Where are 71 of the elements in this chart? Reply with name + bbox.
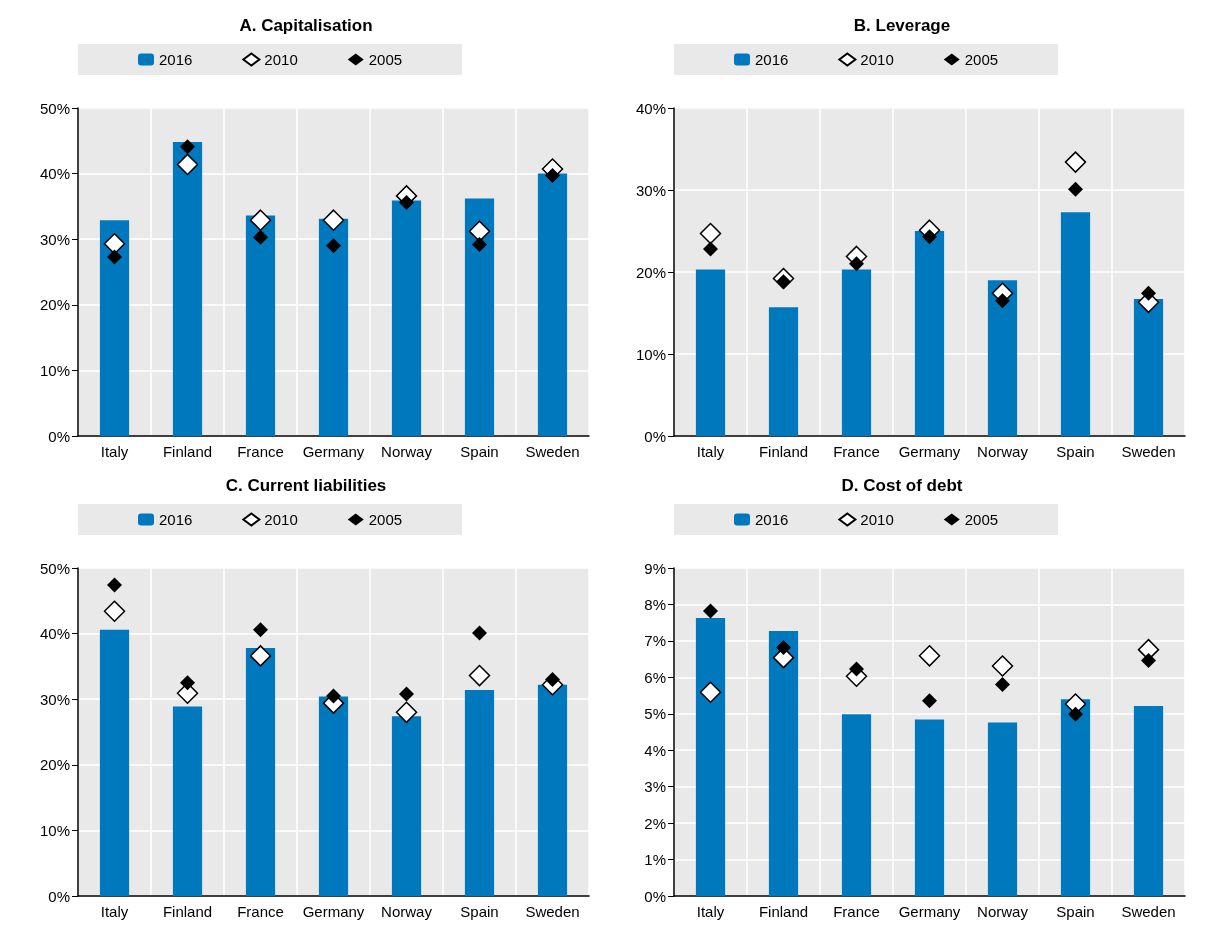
x-tick-label: Norway: [977, 903, 1029, 920]
y-tick-label: 40%: [39, 625, 70, 643]
y-tick-label: 8%: [644, 595, 666, 613]
legend-label: 2016: [755, 511, 789, 528]
y-tick-label: 1%: [644, 851, 666, 869]
y-tick-label: 4%: [644, 741, 666, 759]
x-tick-label: Sweden: [1121, 903, 1176, 920]
y-tick-label: 0%: [644, 427, 666, 445]
y-tick-label: 0%: [644, 887, 666, 905]
x-tick-label: France: [833, 443, 880, 460]
x-tick-label: Spain: [460, 443, 499, 460]
legend-label: 2005: [964, 511, 999, 528]
x-tick-label: Norway: [977, 443, 1029, 460]
y-tick-label: 30%: [635, 181, 666, 199]
chart-title: A. Capitalisation: [239, 16, 373, 35]
x-tick-label: France: [237, 903, 284, 920]
legend-label: 2010: [860, 511, 894, 528]
y-tick-label: 2%: [644, 814, 666, 832]
y-tick-label: 0%: [48, 887, 70, 905]
x-tick-label: Finland: [758, 443, 809, 460]
legend-label: 2005: [368, 511, 403, 528]
x-tick-label: Germany: [898, 903, 961, 920]
x-tick-label: Spain: [460, 903, 499, 920]
chart-title: C. Current liabilities: [225, 476, 387, 495]
x-tick-label: Norway: [381, 903, 433, 920]
y-tick-label: 9%: [644, 559, 666, 577]
x-tick-label: Spain: [1056, 903, 1095, 920]
y-tick-label: 3%: [644, 778, 666, 796]
legend-label: 2016: [159, 51, 193, 68]
y-tick-label: 20%: [39, 296, 70, 314]
x-tick-label: Germany: [898, 443, 961, 460]
x-tick-label: Italy: [100, 903, 129, 920]
legend-label: 2005: [368, 51, 403, 68]
y-tick-label: 50%: [39, 559, 70, 577]
y-tick-label: 30%: [39, 690, 70, 708]
y-tick-label: 30%: [39, 230, 70, 248]
x-tick-label: Germany: [302, 443, 365, 460]
legend-label: 2016: [755, 51, 789, 68]
y-tick-label: 40%: [39, 165, 70, 183]
y-tick-label: 20%: [635, 263, 666, 281]
x-tick-label: Finland: [162, 443, 213, 460]
x-tick-label: France: [237, 443, 284, 460]
x-tick-label: France: [833, 903, 880, 920]
y-tick-label: 0%: [48, 427, 70, 445]
y-tick-label: 40%: [635, 99, 666, 117]
y-tick-label: 7%: [644, 632, 666, 650]
legend-label: 2010: [264, 511, 298, 528]
x-tick-label: Finland: [758, 903, 809, 920]
x-tick-label: Germany: [302, 903, 365, 920]
chart-title: D. Cost of debt: [841, 476, 963, 495]
x-tick-label: Italy: [696, 903, 725, 920]
y-tick-label: 20%: [39, 756, 70, 774]
x-tick-label: Norway: [381, 443, 433, 460]
y-tick-label: 10%: [635, 345, 666, 363]
legend-label: 2010: [264, 51, 298, 68]
x-tick-label: Sweden: [525, 903, 580, 920]
y-tick-label: 10%: [39, 361, 70, 379]
x-tick-label: Italy: [100, 443, 129, 460]
x-tick-label: Sweden: [1121, 443, 1176, 460]
legend-label: 2016: [159, 511, 193, 528]
legend-label: 2005: [964, 51, 999, 68]
y-tick-label: 6%: [644, 668, 666, 686]
x-tick-label: Sweden: [525, 443, 580, 460]
y-tick-label: 10%: [39, 821, 70, 839]
y-tick-label: 50%: [39, 99, 70, 117]
x-tick-label: Italy: [696, 443, 725, 460]
x-tick-label: Spain: [1056, 443, 1095, 460]
x-tick-label: Finland: [162, 903, 213, 920]
y-tick-label: 5%: [644, 705, 666, 723]
chart-title: B. Leverage: [853, 16, 951, 35]
legend-label: 2010: [860, 51, 894, 68]
